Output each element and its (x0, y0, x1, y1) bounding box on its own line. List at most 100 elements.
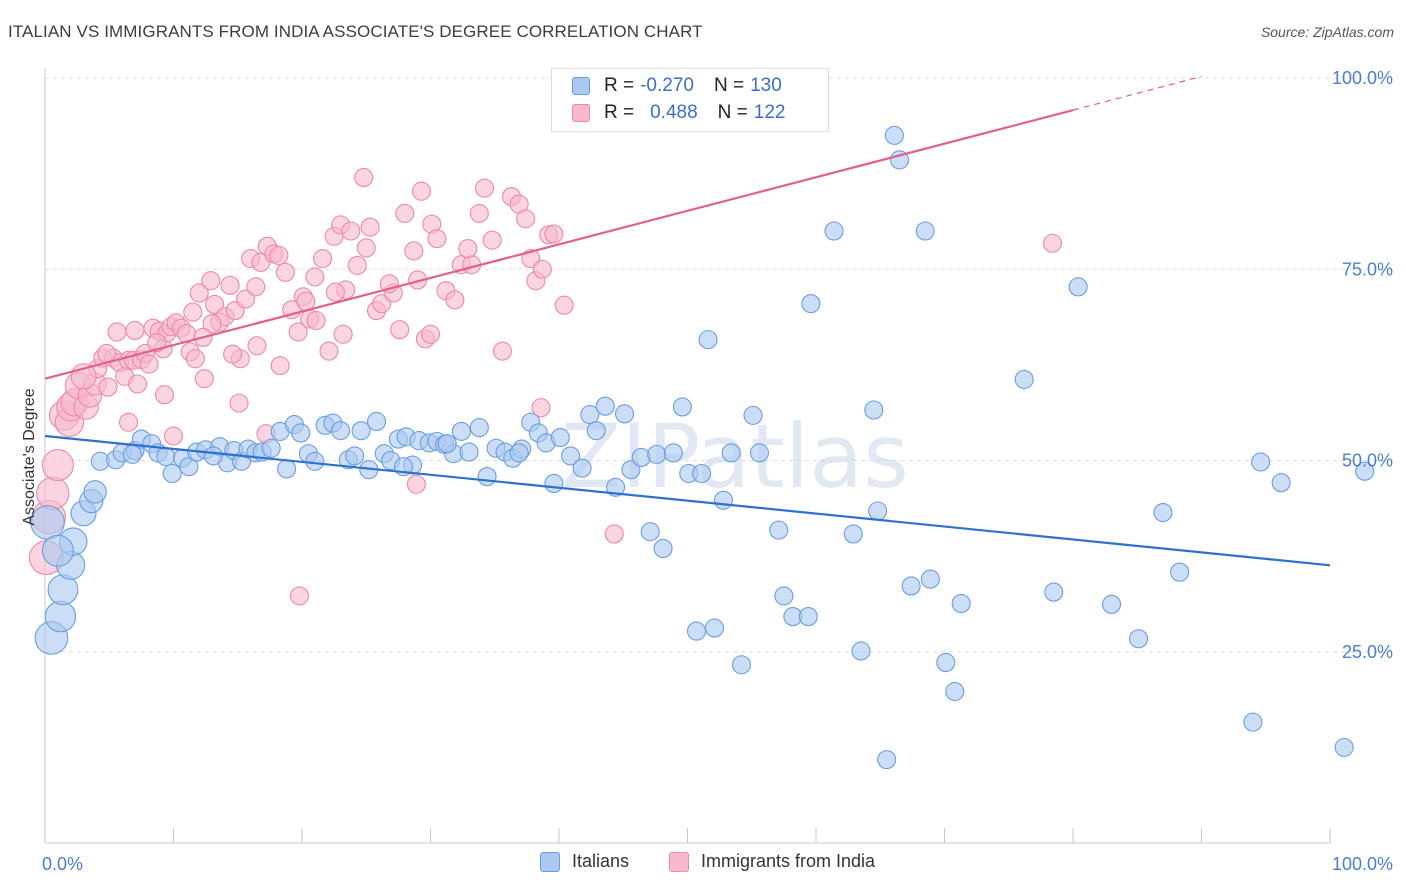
india-point (427, 229, 447, 249)
india-trend-line (44, 109, 1074, 380)
x-tick-label: 100.0% (1332, 854, 1393, 874)
india-point (492, 341, 513, 361)
italians-point (851, 641, 871, 661)
india-point (1042, 233, 1062, 253)
italians-point (1170, 562, 1190, 582)
india-point (474, 178, 495, 198)
legend-n-label: N = (713, 75, 745, 96)
italians-point (437, 434, 457, 454)
india-point (325, 282, 345, 302)
chart-title: ITALIAN VS IMMIGRANTS FROM INDIA ASSOCIA… (8, 22, 703, 41)
legend-r-label: R = (604, 102, 635, 123)
legend-n-label: N = (717, 102, 748, 123)
italians-point (1102, 594, 1122, 614)
y-tick-label: 25.0% (1342, 642, 1393, 662)
india-point (360, 217, 380, 237)
italians-point (936, 652, 956, 673)
trend-lines (44, 75, 1331, 567)
italians-point (277, 459, 297, 479)
italians-trend-line (44, 434, 1331, 567)
india-point (235, 289, 256, 309)
correlation-legend: R = -0.270 N = 130 R = 0.488 N = 122 (551, 68, 829, 132)
legend-r-value: -0.270 (640, 75, 694, 96)
italians-point (749, 443, 770, 463)
india-point (229, 393, 249, 413)
italians-point (824, 221, 844, 241)
italians-point (640, 522, 660, 542)
india-point (406, 474, 426, 494)
india-point (246, 277, 266, 297)
italians-point (951, 594, 971, 614)
legend-row-india: R = 0.488 N = 122 (572, 100, 785, 126)
india-point (154, 385, 175, 405)
india-point (604, 524, 624, 544)
india-point (189, 283, 209, 303)
italians-point (162, 463, 182, 484)
y-tick-label: 100.0% (1332, 68, 1393, 88)
italians-point (704, 618, 725, 638)
india-point (354, 167, 374, 187)
legend-label: Immigrants from India (701, 851, 876, 871)
india-point (319, 341, 339, 361)
india-point (458, 239, 478, 259)
india-points (28, 167, 1062, 606)
italians-point (469, 418, 489, 438)
india-point (347, 255, 367, 275)
india-point (296, 291, 316, 311)
india-point (356, 238, 376, 258)
italians-point (595, 396, 615, 416)
italians-point (663, 443, 683, 463)
india-point (127, 374, 148, 394)
india-point (288, 322, 308, 342)
india-point (482, 230, 502, 250)
india-point (139, 354, 159, 374)
legend-label: Italians (572, 851, 630, 871)
italians-point (945, 681, 965, 702)
india-point (270, 356, 290, 376)
italians-point (801, 294, 821, 314)
italians-point (1014, 369, 1034, 389)
y-tick-labels: 25.0% 50.0% 75.0% 100.0% (1332, 68, 1393, 662)
india-point (125, 320, 145, 341)
india-point (220, 275, 240, 295)
india-point (97, 343, 117, 363)
india-point (445, 290, 465, 310)
legend-row-italians: R = -0.270 N = 130 (572, 73, 782, 99)
italians-point (692, 463, 712, 484)
italians-point (731, 655, 752, 675)
italians-point (672, 397, 692, 417)
india-point (41, 449, 74, 482)
italians-point (1251, 452, 1271, 472)
italians-point (1128, 629, 1149, 649)
india-point (516, 209, 536, 229)
italians-point (864, 400, 884, 420)
italians-point (920, 569, 940, 589)
india-point (404, 241, 424, 261)
italians-point (1068, 277, 1088, 297)
india-point (202, 314, 222, 334)
italians-point (877, 750, 897, 770)
series-legend: Italians Immigrants from India (0, 851, 1406, 877)
india-point (223, 344, 243, 364)
italians-swatch (540, 851, 560, 872)
india-point (118, 412, 139, 432)
italians-point (686, 621, 707, 641)
italians-point (884, 125, 904, 145)
italians-point (1243, 712, 1263, 732)
india-point (247, 336, 267, 356)
legend-item-india[interactable]: Immigrants from India (669, 851, 875, 872)
india-point (411, 181, 432, 201)
india-point (469, 203, 489, 223)
india-swatch (572, 104, 590, 122)
india-point (333, 324, 353, 344)
india-swatch (669, 851, 689, 872)
legend-item-italians[interactable]: Italians (540, 851, 629, 872)
italians-point (1334, 737, 1354, 757)
italians-point (351, 421, 371, 441)
india-point (98, 377, 118, 397)
italians-point (544, 473, 564, 494)
italians-point (561, 446, 581, 466)
italians-point (713, 490, 734, 510)
italians-point (721, 443, 741, 463)
india-point (107, 322, 127, 342)
